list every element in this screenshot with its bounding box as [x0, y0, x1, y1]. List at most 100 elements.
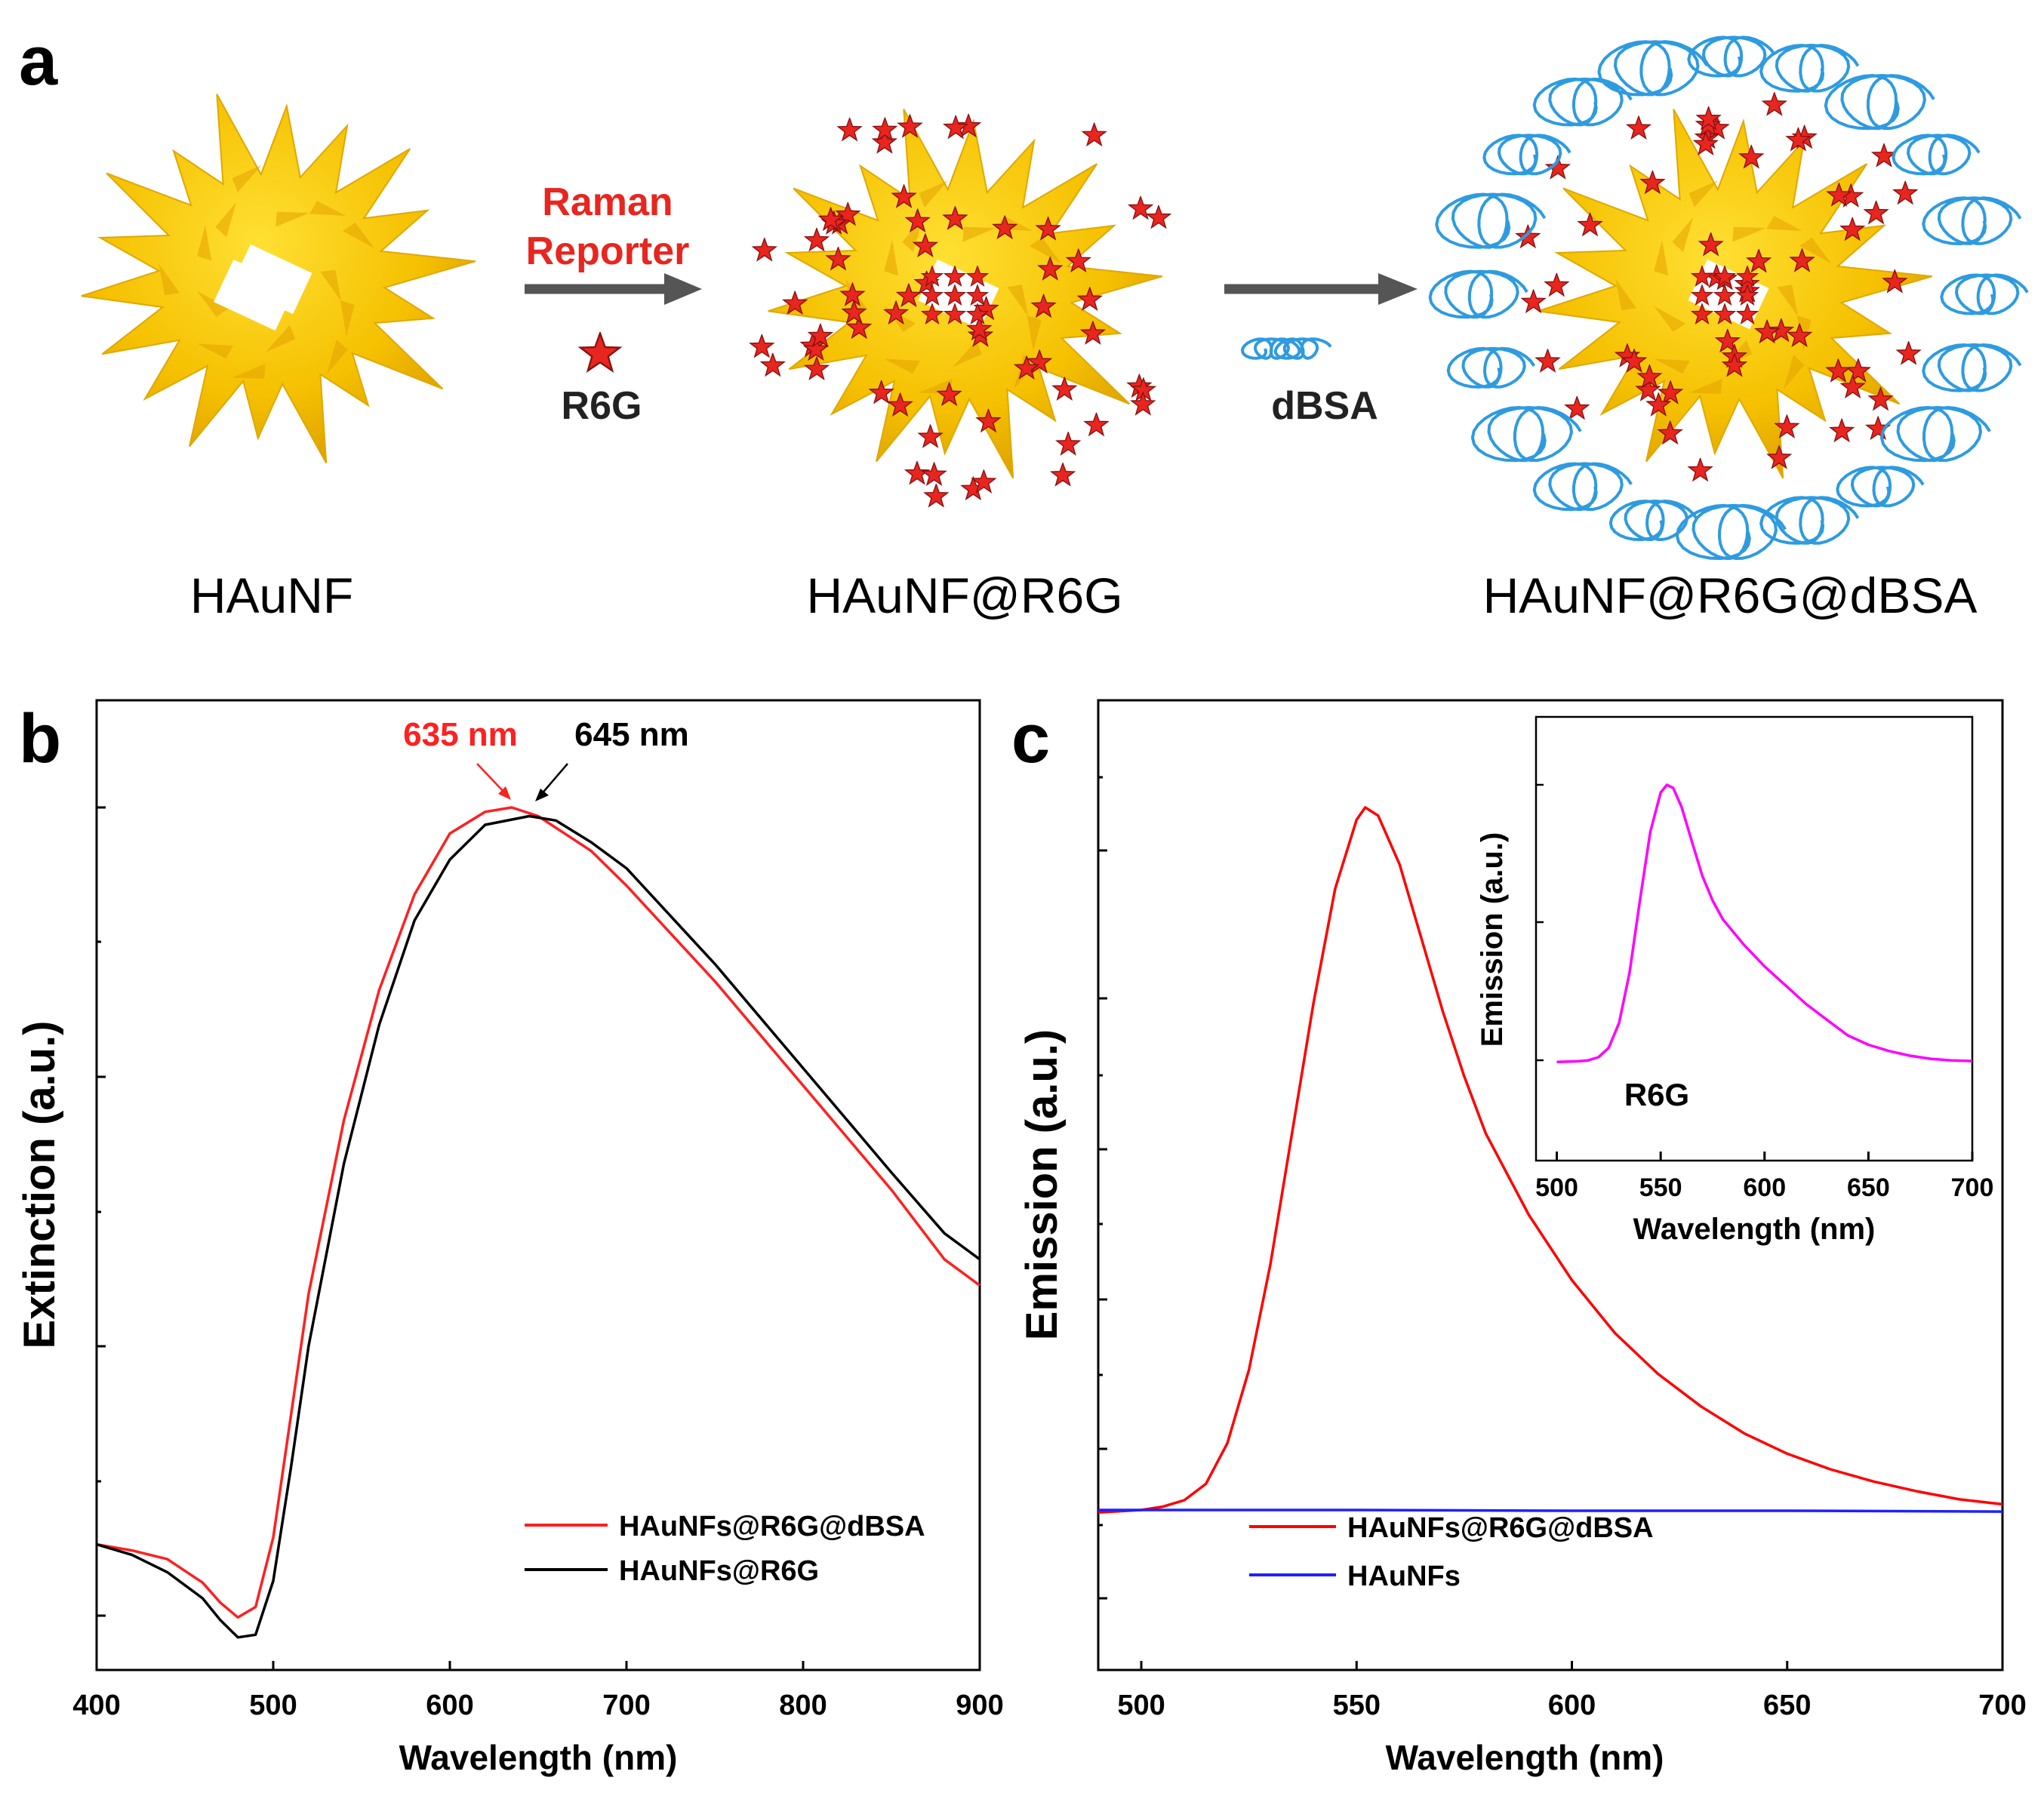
plot-b-y-ticks — [97, 806, 106, 1617]
annotation-645: 645 nm — [574, 716, 689, 753]
r6g-star — [1896, 341, 1921, 364]
panel-a: a Raman Reporter R6G dBSA HAuNF HAuNF@R6… — [19, 23, 2029, 623]
r6g-star — [1082, 122, 1107, 146]
r6g-star — [1056, 432, 1081, 455]
dbsa-coating — [1428, 35, 2029, 561]
plot-b-x-ticks: 400 500 600 700 800 900 — [72, 1661, 1004, 1721]
x-tick-label: 400 — [72, 1690, 120, 1721]
r6g-star — [1147, 205, 1171, 229]
dbsa-coil — [1892, 134, 1981, 176]
r6g-star — [1131, 392, 1156, 415]
panel-b-letter: b — [19, 700, 61, 777]
r6g-star — [805, 227, 829, 251]
dbsa-coil — [1240, 337, 1332, 360]
x-tick-label: 650 — [1763, 1690, 1811, 1721]
r6g-star — [752, 238, 777, 261]
x-tick-label: 500 — [1535, 1173, 1578, 1202]
dbsa-coil — [1836, 466, 1925, 508]
r6g-star — [750, 334, 774, 358]
panel-c: c 500 550 600 650 700 HAuNFs@R6G@dBSA HAuNFs… — [1011, 699, 2027, 1777]
r6g-star — [1864, 200, 1889, 224]
label-hau-nf-r6g-dbsa: HAuNF@R6G@dBSA — [1483, 567, 1978, 623]
plot-c-ylabel: Emission (a.u.) — [1017, 1029, 1067, 1341]
inset-y-ticks — [1536, 783, 1544, 1062]
dbsa-coil — [1922, 196, 2022, 246]
nanoflower-1 — [81, 94, 476, 464]
x-tick-label: 700 — [1978, 1690, 2026, 1721]
legend-b-2: HAuNFs@R6G — [619, 1555, 819, 1587]
plot-c-legend: HAuNFs@R6G@dBSA HAuNFs — [1249, 1512, 1654, 1592]
plot-c-series — [1097, 806, 2003, 1514]
x-tick-label: 500 — [1117, 1690, 1165, 1721]
r6g-star — [760, 352, 785, 377]
arrow-1-label-line2: Reporter — [526, 229, 690, 273]
r6g-star — [1544, 272, 1569, 297]
x-tick-label: 600 — [1548, 1690, 1596, 1721]
dbsa-coil — [1922, 343, 2022, 392]
r6g-star — [1051, 463, 1076, 486]
dbsa-coil — [1879, 405, 1991, 463]
annotation-635: 635 nm — [403, 716, 518, 753]
inset-annotation: R6G — [1624, 1077, 1689, 1112]
arrow-1-label-line1: Raman — [542, 180, 673, 224]
plot-b-frame — [95, 699, 981, 1671]
plot-b-xlabel: Wavelength (nm) — [399, 1738, 678, 1777]
r6g-star — [1565, 395, 1590, 420]
dbsa-coil — [1597, 40, 1709, 97]
x-tick-label: 800 — [779, 1690, 827, 1721]
x-tick-label: 700 — [602, 1690, 650, 1721]
dbsa-coil — [1446, 346, 1536, 389]
x-tick-label: 550 — [1639, 1173, 1682, 1202]
plot-b-series — [96, 806, 981, 1639]
x-tick-label: 550 — [1333, 1690, 1381, 1721]
r6g-star — [1830, 418, 1855, 442]
dbsa-coil — [1532, 77, 1633, 127]
legend-c-1: HAuNFs@R6G@dBSA — [1347, 1512, 1654, 1544]
series-line-0 — [1556, 783, 1973, 1064]
plot-c-frame — [1097, 699, 2004, 1671]
plot-b-ylabel: Extinction (a.u.) — [15, 1021, 64, 1349]
x-tick-label: 700 — [1951, 1173, 1994, 1202]
plot-b-annotations: 635 nm 645 nm — [403, 716, 689, 801]
label-hau-nf: HAuNF — [190, 567, 353, 623]
r6g-star — [837, 117, 862, 141]
arrow-2-label: dBSA — [1271, 384, 1378, 428]
x-tick-label: 500 — [249, 1690, 297, 1721]
arrow-1 — [525, 273, 702, 305]
reporter-name: R6G — [562, 384, 642, 428]
r6g-star — [1535, 349, 1560, 372]
x-tick-label: 600 — [1743, 1173, 1786, 1202]
dbsa-coil — [1482, 134, 1571, 176]
x-tick-label: 900 — [956, 1690, 1003, 1721]
inset-series — [1556, 783, 1973, 1064]
legend-b-1: HAuNFs@R6G@dBSA — [619, 1511, 925, 1542]
series-line-1 — [1098, 1508, 2003, 1513]
series-line-0 — [96, 806, 981, 1619]
plot-c-x-ticks: 500 550 600 650 700 — [1117, 1661, 2027, 1721]
series-line-1 — [96, 814, 981, 1639]
inset-xlabel: Wavelength (nm) — [1633, 1213, 1876, 1246]
r6g-star — [1762, 92, 1787, 115]
series-line-0 — [1097, 806, 2003, 1514]
reporter-star-icon — [579, 332, 621, 372]
r6g-star — [1521, 289, 1546, 313]
inset-frame — [1535, 715, 1974, 1162]
label-hau-nf-r6g: HAuNF@R6G — [806, 567, 1122, 623]
panel-b: b 400 500 600 700 800 900 635 nm 645 nm HAuNF… — [15, 699, 1004, 1777]
inset-x-ticks: 500 550 600 650 700 — [1535, 1152, 1993, 1202]
panel-a-letter: a — [19, 23, 58, 100]
panel-c-letter: c — [1011, 700, 1050, 777]
dbsa-coil — [1435, 192, 1547, 249]
nanoflower-3 — [1538, 109, 1933, 479]
dbsa-protein-icon — [1240, 337, 1332, 360]
r6g-star — [922, 462, 947, 486]
dbsa-coil — [1824, 73, 1935, 131]
x-tick-label: 600 — [426, 1690, 473, 1721]
plot-c-y-ticks — [1098, 776, 1107, 1600]
r6g-star — [1084, 412, 1109, 436]
legend-c-2: HAuNFs — [1347, 1561, 1461, 1592]
nanoflower-hole — [214, 259, 295, 331]
r6g-star — [1893, 180, 1918, 205]
r6g-star — [924, 484, 949, 507]
